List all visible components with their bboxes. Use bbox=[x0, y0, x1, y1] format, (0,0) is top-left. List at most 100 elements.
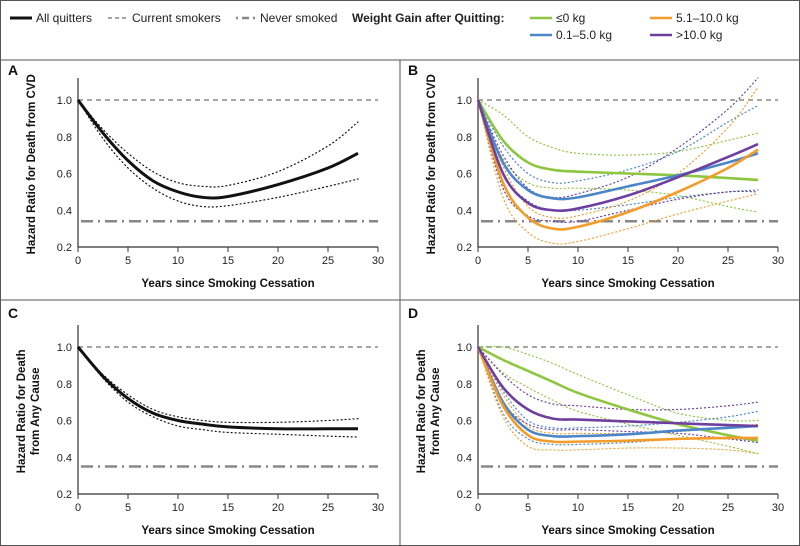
panel-label: C bbox=[8, 305, 18, 321]
x-tick-label: 15 bbox=[622, 255, 634, 267]
y-axis-label: from Any Cause bbox=[30, 367, 42, 455]
legend-never-smoked: Never smoked bbox=[260, 11, 337, 25]
y-tick-label: 1.0 bbox=[457, 95, 472, 107]
ci-lower-line bbox=[477, 99, 759, 212]
ci-upper-line bbox=[477, 345, 759, 422]
x-axis-label: Years since Smoking Cessation bbox=[141, 525, 314, 537]
panel-d: D 0 5 10 15 20 25 30 0.2 0.4 0.6 0.8 1.0 Years since … bbox=[408, 305, 784, 537]
ci-upper-line bbox=[477, 346, 759, 430]
series-line bbox=[476, 346, 759, 428]
ci-lower-line bbox=[477, 346, 759, 455]
y-tick-label: 0.6 bbox=[57, 169, 72, 181]
y-tick-label: 0.8 bbox=[57, 132, 72, 144]
x-tick-label: 10 bbox=[572, 255, 584, 267]
x-tick-label: 10 bbox=[172, 255, 184, 267]
x-tick-label: 0 bbox=[75, 502, 81, 514]
ci-lower-line bbox=[477, 99, 759, 223]
x-tick-label: 30 bbox=[772, 502, 784, 514]
legend-weight-title: Weight Gain after Quitting: bbox=[352, 11, 504, 25]
series-line bbox=[476, 99, 759, 201]
x-tick-label: 5 bbox=[125, 255, 131, 267]
y-tick-label: 1.0 bbox=[457, 342, 472, 354]
x-tick-label: 20 bbox=[672, 255, 684, 267]
x-tick-label: 20 bbox=[272, 255, 284, 267]
y-axis-label: Hazard Ratio for Death from CVD bbox=[426, 74, 438, 254]
legend-group-label: ≤0 kg bbox=[556, 11, 585, 25]
ci-upper-line bbox=[477, 77, 759, 199]
ci-lower-line bbox=[77, 99, 359, 208]
panel-label: A bbox=[8, 62, 18, 78]
y-axis-label: from Any Cause bbox=[430, 367, 442, 455]
ci-upper-line bbox=[477, 346, 759, 411]
y-tick-label: 0.4 bbox=[457, 452, 472, 464]
y-tick-label: 0.2 bbox=[57, 242, 72, 254]
legend-group-label: 5.1–10.0 kg bbox=[676, 11, 739, 25]
legend: All quitters Current smokers Never smoke… bbox=[10, 11, 739, 42]
panel-c: C 0 5 10 15 20 25 30 0.2 0.4 0.6 0.8 1.0 Years since … bbox=[8, 305, 384, 537]
x-tick-label: 0 bbox=[75, 255, 81, 267]
panel-label: D bbox=[408, 305, 418, 321]
series-line bbox=[477, 345, 759, 442]
y-axis-label: Hazard Ratio for Death bbox=[416, 349, 428, 473]
series-line bbox=[76, 346, 358, 431]
x-tick-label: 15 bbox=[222, 255, 234, 267]
y-tick-label: 1.0 bbox=[57, 95, 72, 107]
y-tick-label: 0.2 bbox=[457, 242, 472, 254]
x-tick-label: 0 bbox=[475, 502, 481, 514]
x-tick-label: 25 bbox=[322, 255, 334, 267]
y-tick-label: 0.8 bbox=[457, 132, 472, 144]
x-tick-label: 20 bbox=[272, 502, 284, 514]
x-tick-label: 30 bbox=[772, 255, 784, 267]
x-axis-label: Years since Smoking Cessation bbox=[141, 278, 314, 290]
x-tick-label: 5 bbox=[125, 502, 131, 514]
ci-lower-line bbox=[477, 346, 759, 455]
x-tick-label: 15 bbox=[222, 502, 234, 514]
ci-upper-line bbox=[77, 346, 359, 424]
ci-lower-line bbox=[477, 99, 759, 213]
x-tick-label: 10 bbox=[572, 502, 584, 514]
ci-upper-line bbox=[477, 86, 759, 220]
legend-group-label: >10.0 kg bbox=[676, 28, 722, 42]
series-line bbox=[476, 99, 759, 182]
series-line bbox=[476, 99, 759, 231]
x-tick-label: 15 bbox=[622, 502, 634, 514]
legend-all-quitters: All quitters bbox=[36, 11, 92, 25]
y-tick-label: 0.6 bbox=[457, 416, 472, 428]
ci-lower-line bbox=[477, 346, 759, 446]
panel-b: B 0 5 10 15 20 25 30 0.2 0.4 0.6 0.8 1.0 Years since … bbox=[408, 62, 784, 290]
x-tick-label: 25 bbox=[722, 502, 734, 514]
y-tick-label: 0.4 bbox=[57, 205, 72, 217]
ci-upper-line bbox=[77, 99, 359, 188]
x-tick-label: 25 bbox=[322, 502, 334, 514]
x-tick-label: 0 bbox=[475, 255, 481, 267]
y-tick-label: 1.0 bbox=[57, 342, 72, 354]
legend-group-label: 0.1–5.0 kg bbox=[556, 28, 612, 42]
series-line bbox=[76, 99, 359, 200]
panel-label: B bbox=[408, 62, 418, 78]
series-line bbox=[476, 346, 759, 444]
x-axis-label: Years since Smoking Cessation bbox=[541, 525, 714, 537]
legend-current-smokers: Current smokers bbox=[132, 11, 221, 25]
y-tick-label: 0.6 bbox=[57, 416, 72, 428]
x-tick-label: 5 bbox=[525, 502, 531, 514]
ci-upper-line bbox=[477, 99, 759, 156]
x-tick-label: 20 bbox=[672, 502, 684, 514]
y-tick-label: 0.8 bbox=[457, 379, 472, 391]
ci-lower-line bbox=[77, 346, 359, 438]
x-tick-label: 5 bbox=[525, 255, 531, 267]
ci-lower-line bbox=[477, 99, 759, 245]
x-tick-label: 30 bbox=[372, 502, 384, 514]
x-tick-label: 30 bbox=[372, 255, 384, 267]
y-tick-label: 0.2 bbox=[57, 489, 72, 501]
x-tick-label: 25 bbox=[722, 255, 734, 267]
y-axis-label: Hazard Ratio for Death from CVD bbox=[26, 74, 38, 254]
ci-upper-line bbox=[477, 99, 759, 184]
y-tick-label: 0.8 bbox=[57, 379, 72, 391]
x-tick-label: 10 bbox=[172, 502, 184, 514]
series-line bbox=[476, 99, 759, 213]
x-axis-label: Years since Smoking Cessation bbox=[541, 278, 714, 290]
y-axis-label: Hazard Ratio for Death bbox=[16, 349, 28, 473]
y-tick-label: 0.4 bbox=[457, 205, 472, 217]
y-tick-label: 0.2 bbox=[457, 489, 472, 501]
series-line bbox=[476, 346, 759, 438]
